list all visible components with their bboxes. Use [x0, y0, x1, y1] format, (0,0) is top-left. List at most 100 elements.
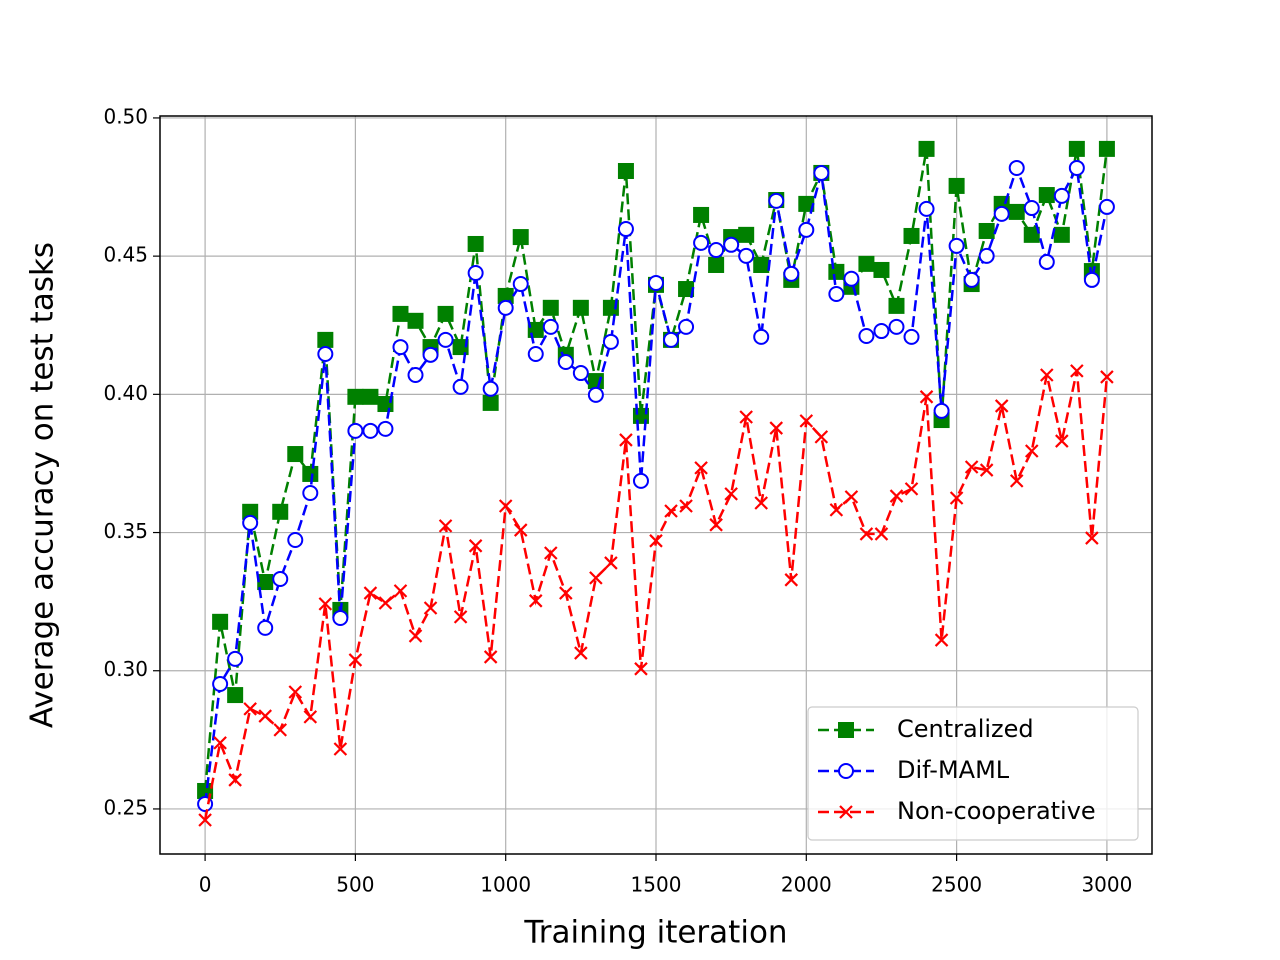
marker	[572, 365, 589, 382]
marker	[903, 328, 920, 345]
marker	[498, 499, 513, 513]
marker	[377, 420, 394, 437]
marker	[287, 532, 304, 549]
marker	[814, 430, 829, 444]
marker	[362, 388, 379, 405]
plot-frame	[159, 115, 1153, 855]
marker	[228, 773, 242, 787]
marker	[512, 276, 529, 293]
marker	[302, 485, 319, 502]
marker	[919, 390, 934, 404]
marker	[452, 378, 469, 395]
marker	[978, 247, 995, 264]
marker	[828, 263, 845, 280]
marker	[559, 586, 573, 600]
y-tick-label: 0.40	[103, 381, 148, 405]
marker	[438, 519, 453, 533]
marker	[918, 200, 935, 217]
y-tick-label: 0.25	[103, 795, 148, 819]
marker	[378, 596, 393, 610]
marker	[1068, 140, 1085, 157]
y-tick-label: 0.45	[103, 243, 148, 267]
marker	[663, 331, 680, 348]
marker	[844, 490, 859, 504]
marker	[213, 736, 227, 750]
marker	[302, 465, 319, 482]
marker	[1008, 159, 1025, 176]
marker	[423, 601, 438, 615]
marker	[949, 491, 964, 505]
marker	[589, 571, 603, 585]
x-tick-label: 3000	[1081, 873, 1132, 897]
marker	[273, 723, 288, 737]
marker	[768, 192, 785, 209]
marker	[799, 414, 814, 428]
legend: Centralized Dif-MAML Non-cooperative	[807, 706, 1139, 841]
marker	[348, 653, 363, 667]
marker	[212, 676, 229, 693]
marker	[739, 410, 753, 424]
marker	[738, 226, 755, 243]
marker	[227, 687, 244, 704]
marker	[617, 163, 634, 180]
marker	[693, 234, 710, 251]
marker	[392, 339, 409, 356]
marker	[649, 534, 663, 548]
marker	[679, 499, 693, 513]
marker	[287, 446, 304, 463]
marker	[347, 388, 364, 405]
marker	[542, 318, 559, 335]
marker	[874, 527, 889, 541]
marker	[572, 299, 589, 316]
marker	[1009, 474, 1024, 488]
marker	[933, 402, 950, 419]
legend-box	[807, 706, 1139, 841]
marker	[1040, 368, 1054, 382]
marker	[408, 629, 423, 643]
marker	[482, 394, 499, 411]
marker	[557, 354, 574, 370]
marker	[617, 221, 634, 238]
marker	[1038, 253, 1055, 270]
legend-marker	[838, 763, 854, 779]
marker	[528, 594, 543, 608]
marker	[934, 633, 949, 647]
x-tick-label: 1000	[480, 873, 531, 897]
marker	[1055, 434, 1069, 448]
marker	[1098, 140, 1115, 157]
marker	[542, 299, 559, 316]
marker	[1053, 226, 1070, 243]
marker	[708, 256, 725, 273]
marker	[994, 399, 1009, 413]
marker	[467, 235, 484, 252]
legend-marker	[839, 805, 853, 819]
marker	[873, 261, 890, 278]
marker	[1070, 364, 1084, 378]
marker	[437, 305, 454, 322]
marker	[753, 256, 770, 273]
marker	[843, 270, 860, 287]
marker	[709, 518, 723, 532]
marker	[242, 514, 259, 531]
marker	[1024, 444, 1039, 458]
legend-label: Dif-MAML	[897, 756, 1010, 784]
marker	[212, 613, 229, 630]
marker	[497, 299, 514, 316]
marker	[483, 650, 498, 664]
x-tick-label: 500	[336, 873, 374, 897]
marker	[303, 710, 318, 724]
marker	[468, 539, 483, 553]
x-tick-label: 1500	[631, 873, 682, 897]
marker	[948, 237, 965, 254]
marker	[574, 646, 588, 660]
marker	[769, 421, 784, 435]
marker	[227, 650, 244, 667]
marker	[888, 318, 905, 335]
x-tick-label: 2500	[931, 873, 982, 897]
marker	[1068, 159, 1085, 176]
marker	[544, 546, 558, 560]
marker	[904, 482, 919, 496]
y-tick-label: 0.50	[103, 104, 148, 128]
marker	[257, 619, 274, 636]
